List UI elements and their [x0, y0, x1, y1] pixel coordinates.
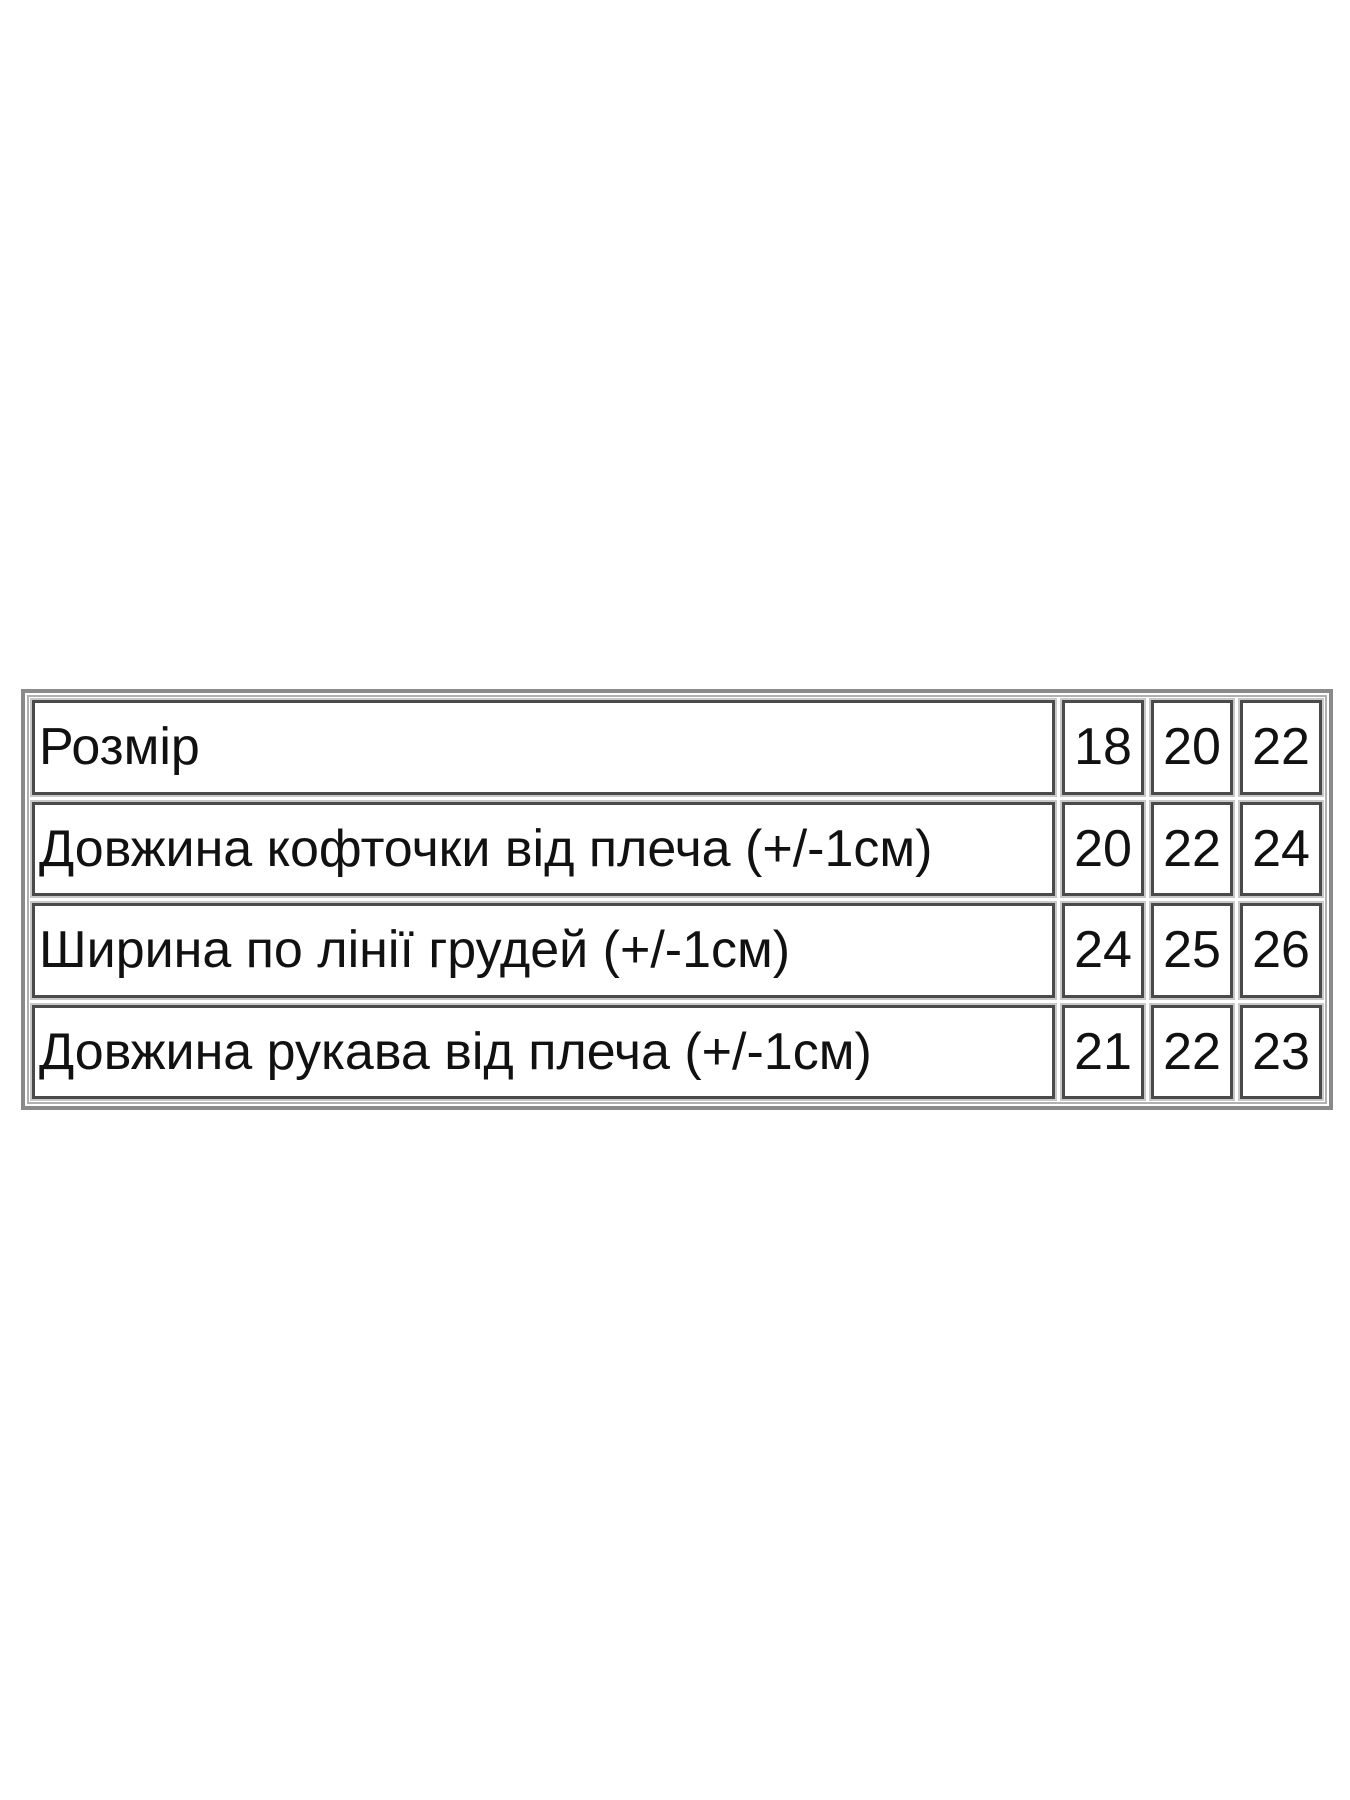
table-row-size: Розмір 18 20 22: [30, 698, 1324, 797]
cell-value: 18: [1060, 698, 1146, 797]
cell-value: 22: [1149, 1002, 1235, 1101]
row-label: Розмір: [30, 698, 1057, 797]
cell-value: 26: [1238, 901, 1324, 1000]
cell-value: 21: [1060, 1002, 1146, 1101]
row-label: Довжина кофточки від плеча (+/-1см): [30, 799, 1057, 898]
row-label: Ширина по лінії грудей (+/-1см): [30, 901, 1057, 1000]
cell-value: 24: [1238, 799, 1324, 898]
cell-value: 20: [1149, 698, 1235, 797]
cell-value: 22: [1149, 799, 1235, 898]
cell-value: 24: [1060, 901, 1146, 1000]
row-label: Довжина рукава від плеча (+/-1см): [30, 1002, 1057, 1101]
cell-value: 23: [1238, 1002, 1324, 1101]
table-row-length: Довжина кофточки від плеча (+/-1см) 20 2…: [30, 799, 1324, 898]
table-row-chest-width: Ширина по лінії грудей (+/-1см) 24 25 26: [30, 901, 1324, 1000]
cell-value: 20: [1060, 799, 1146, 898]
table-row-sleeve-length: Довжина рукава від плеча (+/-1см) 21 22 …: [30, 1002, 1324, 1101]
size-table: Розмір 18 20 22 Довжина кофточки від пле…: [21, 689, 1333, 1110]
cell-value: 25: [1149, 901, 1235, 1000]
cell-value: 22: [1238, 698, 1324, 797]
